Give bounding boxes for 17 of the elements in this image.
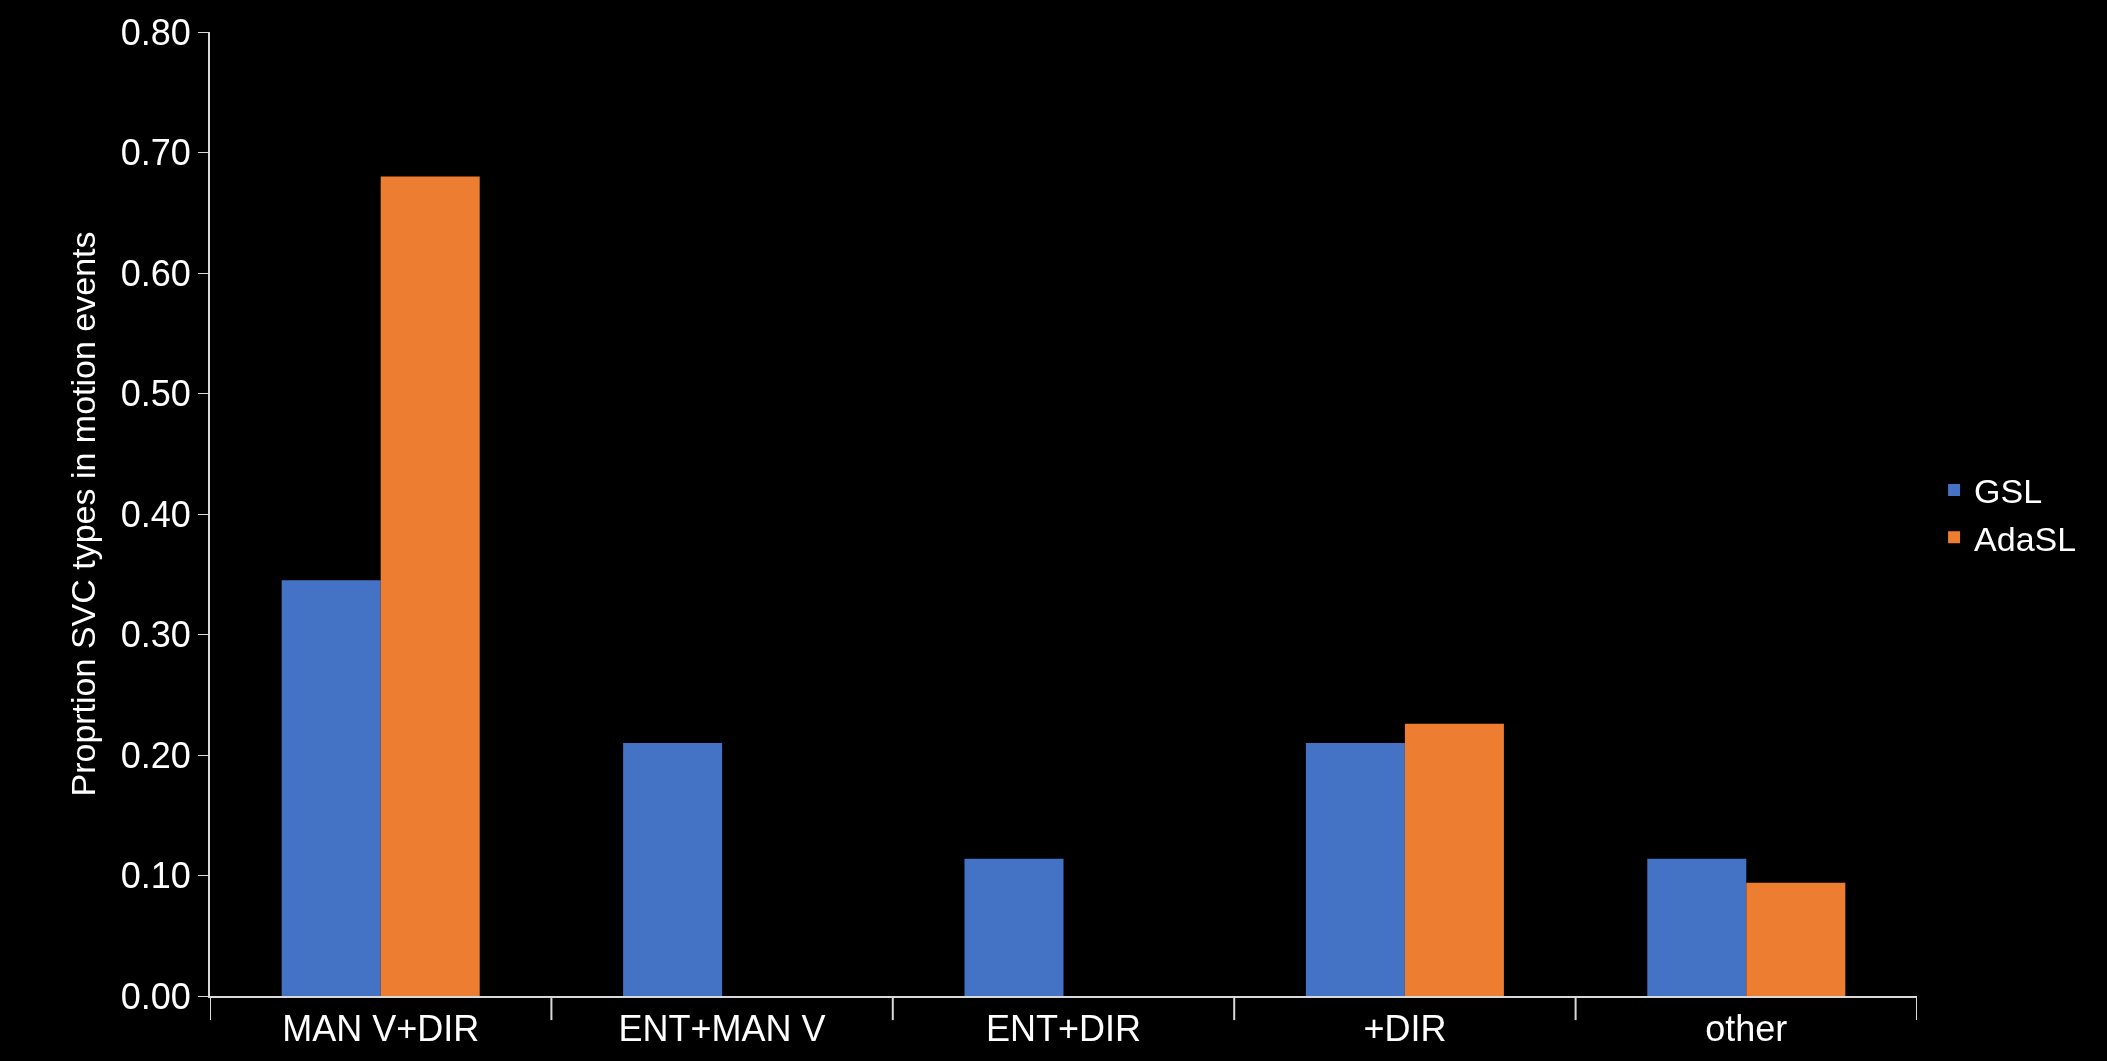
x-tick-label: MAN V+DIR xyxy=(282,1008,480,1050)
legend-label: AdaSL xyxy=(1974,519,2077,558)
y-tick-label: 0.20 xyxy=(120,734,191,776)
y-tick-label: 0.10 xyxy=(120,855,191,897)
y-tick-label: 0.00 xyxy=(120,975,191,1017)
x-tick-label: +DIR xyxy=(1363,1008,1447,1050)
x-tick-label: ENT+DIR xyxy=(985,1008,1142,1050)
y-tick-label: 0.80 xyxy=(120,11,191,53)
legend-label: GSL xyxy=(1974,472,2043,511)
y-tick-label: 0.60 xyxy=(120,252,191,294)
y-axis-title: Proprtion SVC types in motion events xyxy=(63,231,102,797)
y-tick-label: 0.30 xyxy=(120,614,191,656)
x-tick-label: ENT+MAN V xyxy=(618,1008,826,1050)
y-tick-label: 0.50 xyxy=(120,373,191,415)
y-tick-label: 0.40 xyxy=(120,493,191,535)
y-tick-label: 0.70 xyxy=(120,132,191,174)
x-tick-label: other xyxy=(1705,1008,1788,1050)
